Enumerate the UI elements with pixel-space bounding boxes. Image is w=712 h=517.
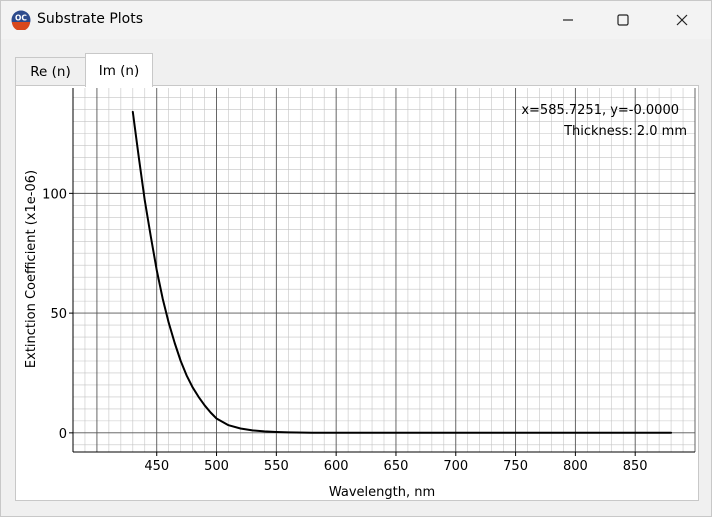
cursor-readout: x=585.7251, y=-0.0000	[521, 103, 679, 118]
x-tick-label: 650	[384, 459, 409, 474]
y-axis-label: Extinction Coefficient (x1e-06)	[24, 170, 39, 368]
x-axis-label: Wavelength, nm	[329, 485, 435, 500]
series-layer	[131, 110, 673, 434]
app-icon: OC	[11, 10, 31, 30]
axes	[72, 88, 695, 453]
tab-im-n[interactable]: Im (n)	[85, 53, 153, 87]
svg-text:OC: OC	[15, 14, 27, 23]
tab-re-n-label: Re (n)	[30, 64, 71, 80]
tab-im-n-label: Im (n)	[98, 62, 140, 79]
maximize-button[interactable]	[594, 1, 652, 39]
y-tick-label: 100	[42, 187, 67, 202]
title-bar[interactable]: OC Substrate Plots	[1, 1, 711, 39]
close-icon	[676, 14, 688, 26]
minor-grid	[72, 88, 695, 452]
window-title: Substrate Plots	[37, 11, 143, 27]
x-tick-label: 700	[443, 459, 468, 474]
x-tick-labels: 450 500 550 600 650 700 750 800 850	[144, 452, 648, 474]
x-tick-label: 850	[623, 459, 648, 474]
extinction-chart[interactable]: 450 500 550 600 650 700 750 800 850 0 50 100 x=585…	[16, 86, 698, 500]
close-button[interactable]	[653, 1, 711, 39]
plot-panel: 450 500 550 600 650 700 750 800 850 0 50 100 x=585…	[15, 85, 699, 501]
minimize-icon	[563, 19, 573, 21]
y-tick-label: 50	[50, 307, 67, 322]
y-tick-label: 0	[59, 427, 67, 442]
minimize-button[interactable]	[539, 1, 597, 39]
x-tick-label: 600	[324, 459, 349, 474]
x-tick-label: 450	[144, 459, 169, 474]
major-grid	[73, 88, 696, 452]
x-tick-label: 550	[264, 459, 289, 474]
x-tick-label: 750	[503, 459, 528, 474]
maximize-icon	[617, 14, 629, 26]
tab-re-n[interactable]: Re (n)	[15, 57, 86, 86]
y-tick-labels: 0 50 100	[42, 187, 73, 442]
thickness-readout: Thickness: 2.0 mm	[563, 124, 687, 139]
x-tick-label: 500	[204, 459, 229, 474]
series-line	[131, 110, 673, 434]
x-tick-label: 800	[563, 459, 588, 474]
